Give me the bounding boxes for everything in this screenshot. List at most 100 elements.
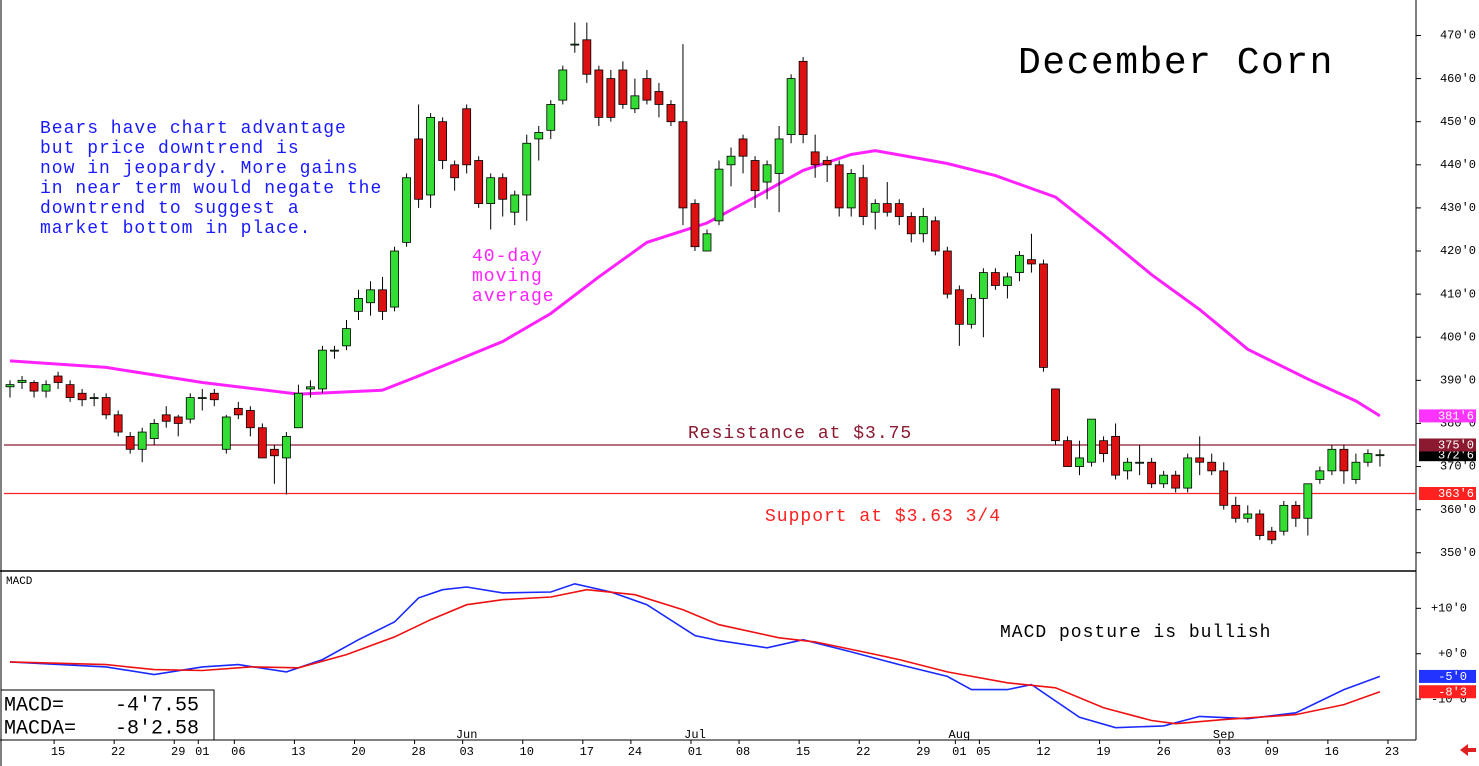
candle-body [1135, 461, 1145, 464]
x-tick-label: 28 [411, 745, 425, 759]
x-tick-label: 29 [171, 745, 185, 759]
candle-body [594, 69, 604, 118]
y-tick-label: 440'0 [1440, 158, 1476, 172]
x-tick-label: 06 [231, 745, 245, 759]
candle-body [1351, 461, 1361, 480]
candle-body [954, 289, 964, 325]
candle-body [726, 155, 736, 166]
candle-body [185, 397, 195, 420]
level-annotation: Resistance at $3.75 [688, 424, 912, 444]
candle-body [474, 160, 484, 204]
macd-annotation: MACD posture is bullish [1000, 623, 1271, 643]
annotation-text: in near term would negate the [40, 179, 382, 199]
candle-body [1183, 457, 1193, 489]
y-tick-label: 350'0 [1440, 546, 1476, 560]
value-tag [1419, 409, 1476, 423]
y-tick-label: 430'0 [1440, 201, 1476, 215]
readout-label: MACD= [4, 694, 64, 717]
candle-body [29, 382, 39, 392]
candle-body [606, 78, 616, 118]
candle-body [930, 220, 940, 252]
candle-body [77, 392, 87, 401]
chart-title: December Corn [1018, 42, 1334, 85]
month-label: Sep [1213, 728, 1235, 742]
macd-line [9, 588, 1381, 725]
x-tick-label: 01 [952, 745, 966, 759]
candle-body [257, 427, 267, 459]
candle-body [991, 272, 1000, 286]
x-tick-label: 03 [1217, 745, 1231, 759]
value-tag [1419, 486, 1476, 500]
annotation-text: now in jeopardy. More gains [40, 159, 359, 179]
candle-body [366, 289, 375, 304]
candle-body [1375, 454, 1385, 457]
candle-body [966, 298, 976, 325]
y-tick-label: +0'0 [1438, 647, 1467, 661]
x-tick-label: 29 [916, 745, 930, 759]
candle-body [1327, 448, 1337, 472]
candle-body [5, 384, 15, 388]
value-tag-label: 372'6 [1438, 448, 1474, 462]
candle-body [378, 289, 387, 312]
candle-body [714, 168, 724, 222]
candle-body [1219, 470, 1229, 506]
candle-body [197, 397, 207, 399]
candle-body [978, 272, 988, 299]
x-tick-label: 10 [520, 745, 534, 759]
month-label: Jul [684, 728, 706, 742]
candle-body [822, 160, 832, 166]
readout-box [0, 689, 215, 741]
candle-body [390, 250, 399, 308]
candle-body [294, 392, 303, 429]
y-tick-label: 450'0 [1440, 115, 1476, 129]
candle-body [1171, 474, 1181, 489]
y-tick-label: 370'0 [1440, 460, 1476, 474]
candle-body [17, 379, 27, 383]
y-tick-label: 410'0 [1440, 287, 1476, 301]
candle-body [53, 375, 63, 383]
candle-body [798, 60, 808, 136]
candle-body [666, 104, 676, 123]
candle-body [113, 414, 123, 433]
annotation-text: but price downtrend is [40, 139, 300, 159]
candle-body [1279, 504, 1289, 532]
value-tag-label: 381'6 [1438, 410, 1474, 424]
candle-body [1003, 276, 1012, 286]
candle-body [498, 177, 508, 200]
candle-body [1339, 448, 1349, 472]
x-tick-label: 16 [1325, 745, 1339, 759]
candle-body [1195, 457, 1205, 463]
candle-body [1207, 461, 1217, 472]
y-tick-label: +10'0 [1431, 601, 1467, 615]
candle-body [1087, 418, 1096, 463]
scroll-arrow[interactable] [1460, 744, 1476, 756]
candle-body [281, 435, 291, 459]
x-tick-label: 15 [51, 745, 65, 759]
candle-body [414, 138, 423, 200]
candle-body [918, 216, 928, 235]
candle-body [450, 164, 460, 179]
candle-body [846, 173, 856, 209]
candle-body [1123, 461, 1132, 472]
value-tag [1419, 438, 1476, 452]
x-tick-label: 09 [1265, 745, 1279, 759]
candle-body [654, 91, 664, 105]
candle-body [137, 431, 147, 450]
x-tick-label: 01 [688, 745, 702, 759]
candle-body [858, 177, 868, 217]
candle-body [269, 448, 279, 457]
candle-body [426, 116, 436, 196]
readout-label: MACDA= [4, 717, 76, 740]
moving-average [9, 149, 1381, 418]
candle-body [834, 164, 844, 209]
x-tick-label: 19 [1096, 745, 1110, 759]
candle-body [209, 392, 219, 401]
candle-body [402, 177, 411, 243]
candle-body [149, 423, 159, 439]
candle-body [41, 384, 51, 392]
readout-value: -4'7.55 [115, 694, 199, 717]
candle-body [161, 414, 171, 422]
candle-body [702, 233, 712, 252]
y-tick-label: 400'0 [1440, 330, 1476, 344]
value-tag [1419, 685, 1476, 699]
